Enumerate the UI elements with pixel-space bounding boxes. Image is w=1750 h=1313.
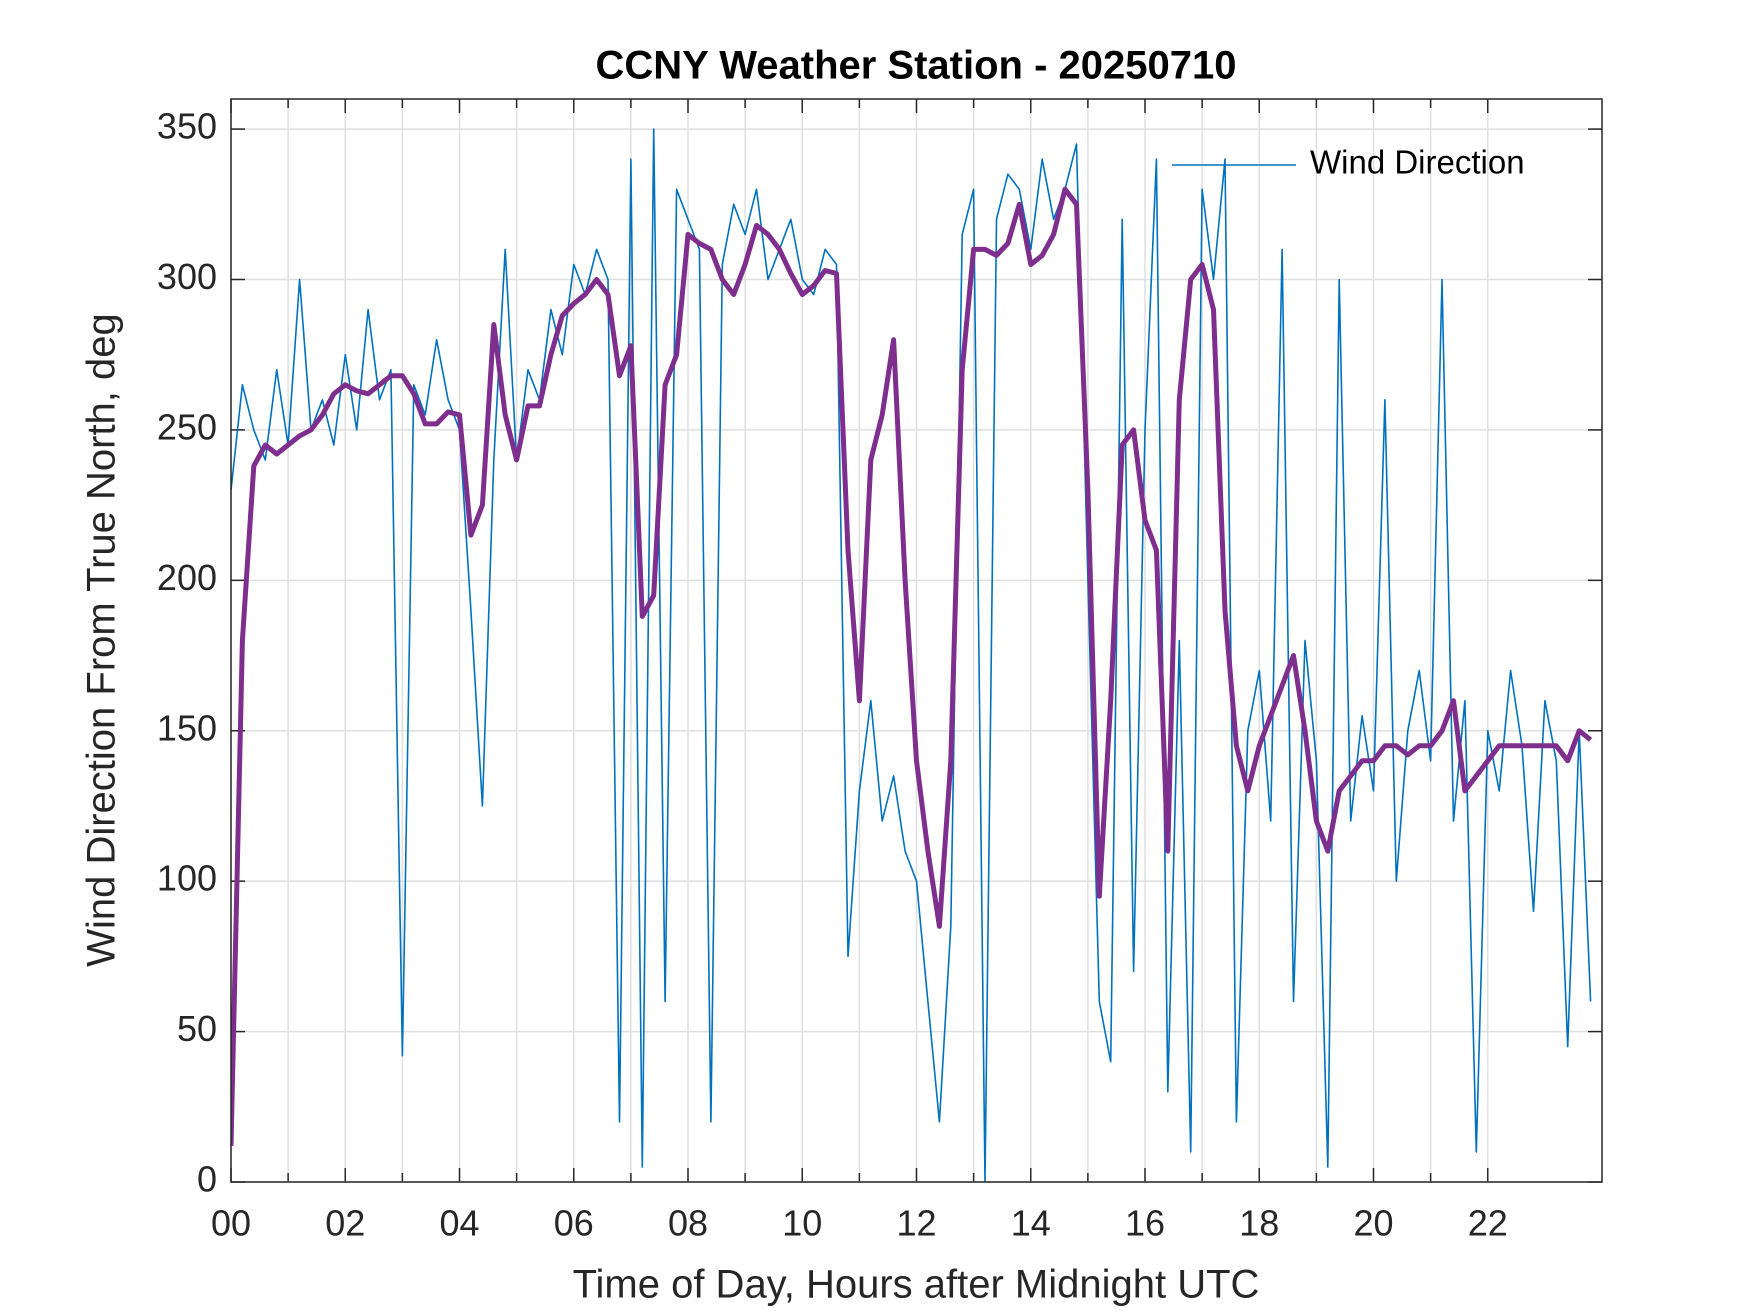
y-tick-label: 0 xyxy=(197,1159,217,1200)
y-tick-label: 350 xyxy=(157,106,217,147)
x-tick-label: 06 xyxy=(554,1203,594,1244)
x-tick-label: 10 xyxy=(782,1203,822,1244)
x-tick-label: 00 xyxy=(211,1203,251,1244)
legend-label: Wind Direction xyxy=(1310,144,1525,181)
x-tick-label: 04 xyxy=(439,1203,479,1244)
x-tick-label: 18 xyxy=(1239,1203,1279,1244)
y-tick-label: 300 xyxy=(157,256,217,297)
axes-box xyxy=(230,98,1603,1183)
y-tick-label: 100 xyxy=(157,858,217,899)
y-tick-label: 250 xyxy=(157,406,217,447)
x-tick-label: 22 xyxy=(1468,1203,1508,1244)
x-tick-label: 12 xyxy=(896,1203,936,1244)
x-tick-label: 14 xyxy=(1011,1203,1051,1244)
y-tick-label: 200 xyxy=(157,557,217,598)
x-tick-label: 16 xyxy=(1125,1203,1165,1244)
y-tick-label: 150 xyxy=(157,707,217,748)
x-tick-label: 02 xyxy=(325,1203,365,1244)
y-tick-label: 50 xyxy=(177,1008,217,1049)
x-tick-label: 20 xyxy=(1353,1203,1393,1244)
chart-title: CCNY Weather Station - 20250710 xyxy=(596,44,1237,88)
data-line xyxy=(231,128,1592,1182)
x-tick-label: 08 xyxy=(668,1203,708,1244)
y-axis-label: Wind Direction From True North, deg xyxy=(80,313,124,967)
x-axis-label: Time of Day, Hours after Midnight UTC xyxy=(573,1263,1260,1307)
data-line xyxy=(231,186,1593,1146)
